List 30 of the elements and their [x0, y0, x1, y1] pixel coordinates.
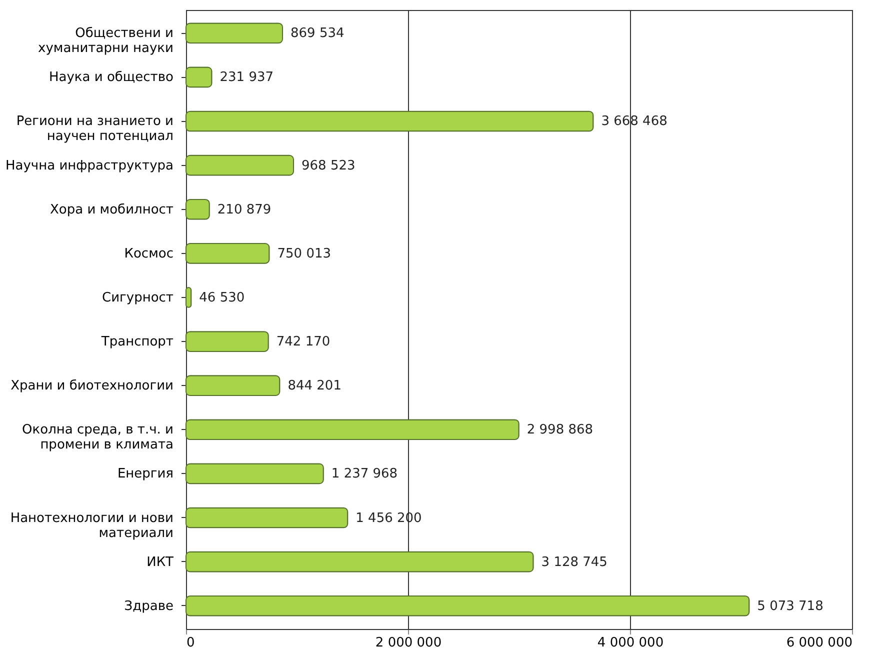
data-label: 750 013: [277, 246, 332, 262]
x-tick-label: 2 000 000: [375, 636, 442, 650]
data-label: 210 879: [217, 202, 272, 218]
data-label: 46 530: [199, 290, 245, 306]
x-tick-label: 6 000 000: [786, 636, 852, 650]
x-tick-label: 0: [186, 636, 195, 650]
y-tick-label: Здраве: [124, 598, 174, 614]
y-tick-label: Обществени и хуманитарни науки: [38, 26, 174, 56]
y-tick-label: Сигурност: [102, 290, 174, 306]
y-tick-label: Енергия: [117, 466, 174, 482]
y-tick-label: Нанотехнологии и нови материали: [10, 510, 174, 541]
y-tick-label: Региони на знанието и научен потенциал: [16, 114, 174, 144]
data-label: 1 237 968: [331, 466, 398, 482]
data-label: 5 073 718: [757, 598, 824, 614]
y-tick-label: Научна инфраструктура: [6, 158, 174, 174]
y-tick-label: ИКТ: [146, 554, 174, 570]
x-tick-label: 4 000 000: [597, 636, 664, 650]
data-label: 2 998 868: [526, 422, 594, 438]
y-tick-label: Храни и биотехнологии: [10, 378, 174, 394]
y-tick-label: Наука и общество: [48, 70, 174, 86]
data-label: 844 201: [288, 378, 342, 394]
y-tick-label: Космос: [124, 246, 174, 262]
data-label: 231 937: [220, 70, 274, 86]
y-tick-label: Хора и мобилност: [50, 202, 174, 218]
data-label: 3 128 745: [541, 554, 608, 570]
data-label: 742 170: [276, 334, 330, 350]
data-label: 869 534: [290, 26, 344, 42]
data-label: 968 523: [302, 158, 356, 174]
y-tick-label: Околна среда, в т.ч. и промени в климата: [22, 422, 174, 453]
y-tick-label: Транспорт: [100, 334, 174, 350]
